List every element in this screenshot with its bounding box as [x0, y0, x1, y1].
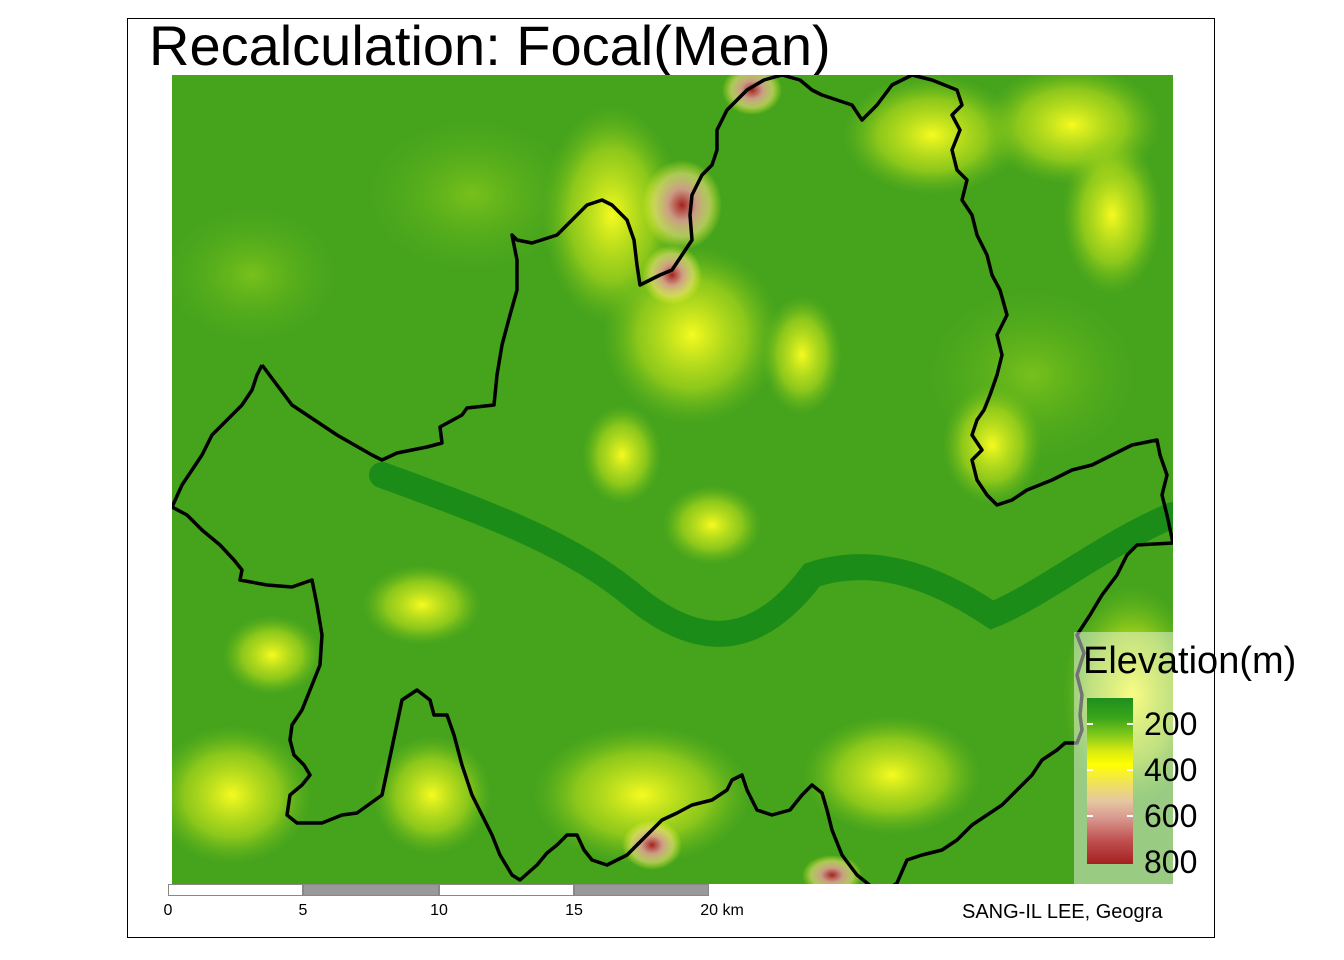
terrain-ridge	[362, 565, 482, 645]
city-boundary	[172, 505, 1173, 884]
scale-bar-label: 0	[163, 902, 173, 919]
legend-tick-label: 200	[1144, 706, 1198, 742]
terrain-ridge	[222, 615, 322, 695]
terrain-ridge	[842, 75, 1022, 195]
terrain-peak	[642, 245, 702, 305]
terrain-peak	[622, 820, 682, 870]
scale-bar-segment	[168, 884, 303, 896]
legend-color-ramp	[1087, 698, 1133, 864]
terrain-ridge	[172, 725, 312, 865]
legend-tick-label: 400	[1144, 752, 1198, 788]
terrain-ridge	[582, 405, 662, 505]
terrain-ridge	[1062, 135, 1162, 295]
legend-notch	[1087, 815, 1093, 817]
legend-notch	[1127, 769, 1133, 771]
scale-bar-label: 20 km	[700, 902, 744, 919]
scale-bar	[168, 884, 709, 896]
terrain-ridge	[802, 715, 982, 835]
scale-bar-label: 15	[565, 902, 583, 919]
scale-bar-segment	[303, 884, 439, 896]
credit-text: SANG-IL LEE, Geogra	[962, 901, 1163, 923]
terrain-peak	[642, 160, 722, 250]
scale-bar-label: 5	[298, 902, 308, 919]
terrain-ridge	[762, 295, 842, 415]
legend-notch	[1127, 723, 1133, 725]
terrain-ridge	[662, 485, 762, 565]
terrain-lowland-patch	[172, 205, 342, 345]
legend-tick-label: 600	[1144, 798, 1198, 834]
scale-bar-segment	[439, 884, 574, 896]
elevation-map	[172, 75, 1173, 884]
terrain-lowland-patch	[362, 115, 582, 275]
city-boundary	[172, 364, 264, 508]
legend-title: Elevation(m)	[1083, 640, 1297, 682]
city-boundary	[260, 75, 1173, 544]
terrain-ridge	[532, 725, 752, 865]
legend-notch	[1087, 723, 1093, 725]
legend-tick-label: 800	[1144, 844, 1198, 880]
terrain-ridge	[942, 385, 1042, 505]
scale-bar-segment	[574, 884, 709, 896]
map-title: Recalculation: Focal(Mean)	[149, 14, 831, 77]
terrain-peak	[722, 75, 782, 115]
river	[369, 462, 1173, 647]
legend-notch	[1087, 769, 1093, 771]
legend-notch	[1127, 815, 1133, 817]
scale-bar-label: 10	[430, 902, 448, 919]
